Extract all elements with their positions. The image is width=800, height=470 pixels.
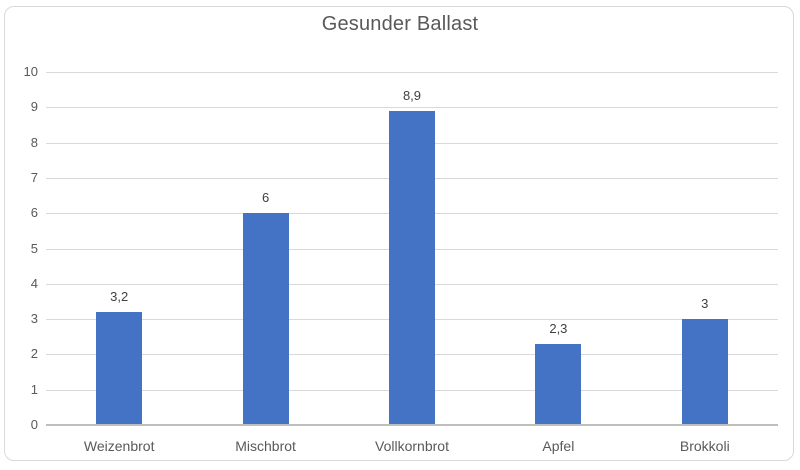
x-axis-category-label-brokkoli: Brokkoli: [679, 438, 730, 454]
y-axis-tick-label: 9: [30, 99, 38, 115]
y-axis-tick-label: 2: [30, 346, 38, 362]
y-axis-tick-label: 6: [30, 205, 38, 221]
x-axis-category-label-vollkornbrot: Vollkornbrot: [375, 438, 449, 454]
y-axis-tick-label: 4: [30, 275, 38, 291]
x-axis-category-label-mischbrot: Mischbrot: [235, 438, 296, 454]
y-axis-tick-label: 7: [30, 169, 38, 185]
bar-apfel: [535, 343, 582, 424]
x-axis-category-label-weizenbrot: Weizenbrot: [83, 438, 155, 454]
y-axis-tick-label: 10: [23, 64, 38, 79]
bar-value-label-vollkornbrot: 8,9: [402, 87, 422, 103]
bar-brokkoli: [681, 319, 728, 424]
bar-mischbrot: [242, 213, 289, 424]
x-axis-line: [46, 424, 778, 426]
bar-value-label-weizenbrot: 3,2: [110, 289, 129, 305]
y-axis-tick-label: 8: [30, 134, 38, 150]
horizontal-gridline: [46, 107, 778, 109]
bar-weizenbrot: [96, 312, 143, 424]
horizontal-gridline: [46, 72, 778, 73]
y-axis-tick-label: 1: [30, 381, 38, 397]
bar-value-label-mischbrot: 6: [261, 190, 270, 206]
y-axis-tick-label: 5: [30, 240, 38, 256]
y-axis-tick-label: 3: [30, 311, 38, 327]
x-axis-category-label-apfel: Apfel: [542, 438, 575, 454]
y-axis-tick-label: 0: [30, 417, 38, 432]
bar-value-label-apfel: 2,3: [549, 320, 568, 336]
chart-title: Gesunder Ballast: [321, 13, 479, 35]
bar-vollkornbrot: [389, 110, 435, 424]
bar-value-label-brokkoli: 3: [701, 296, 709, 312]
